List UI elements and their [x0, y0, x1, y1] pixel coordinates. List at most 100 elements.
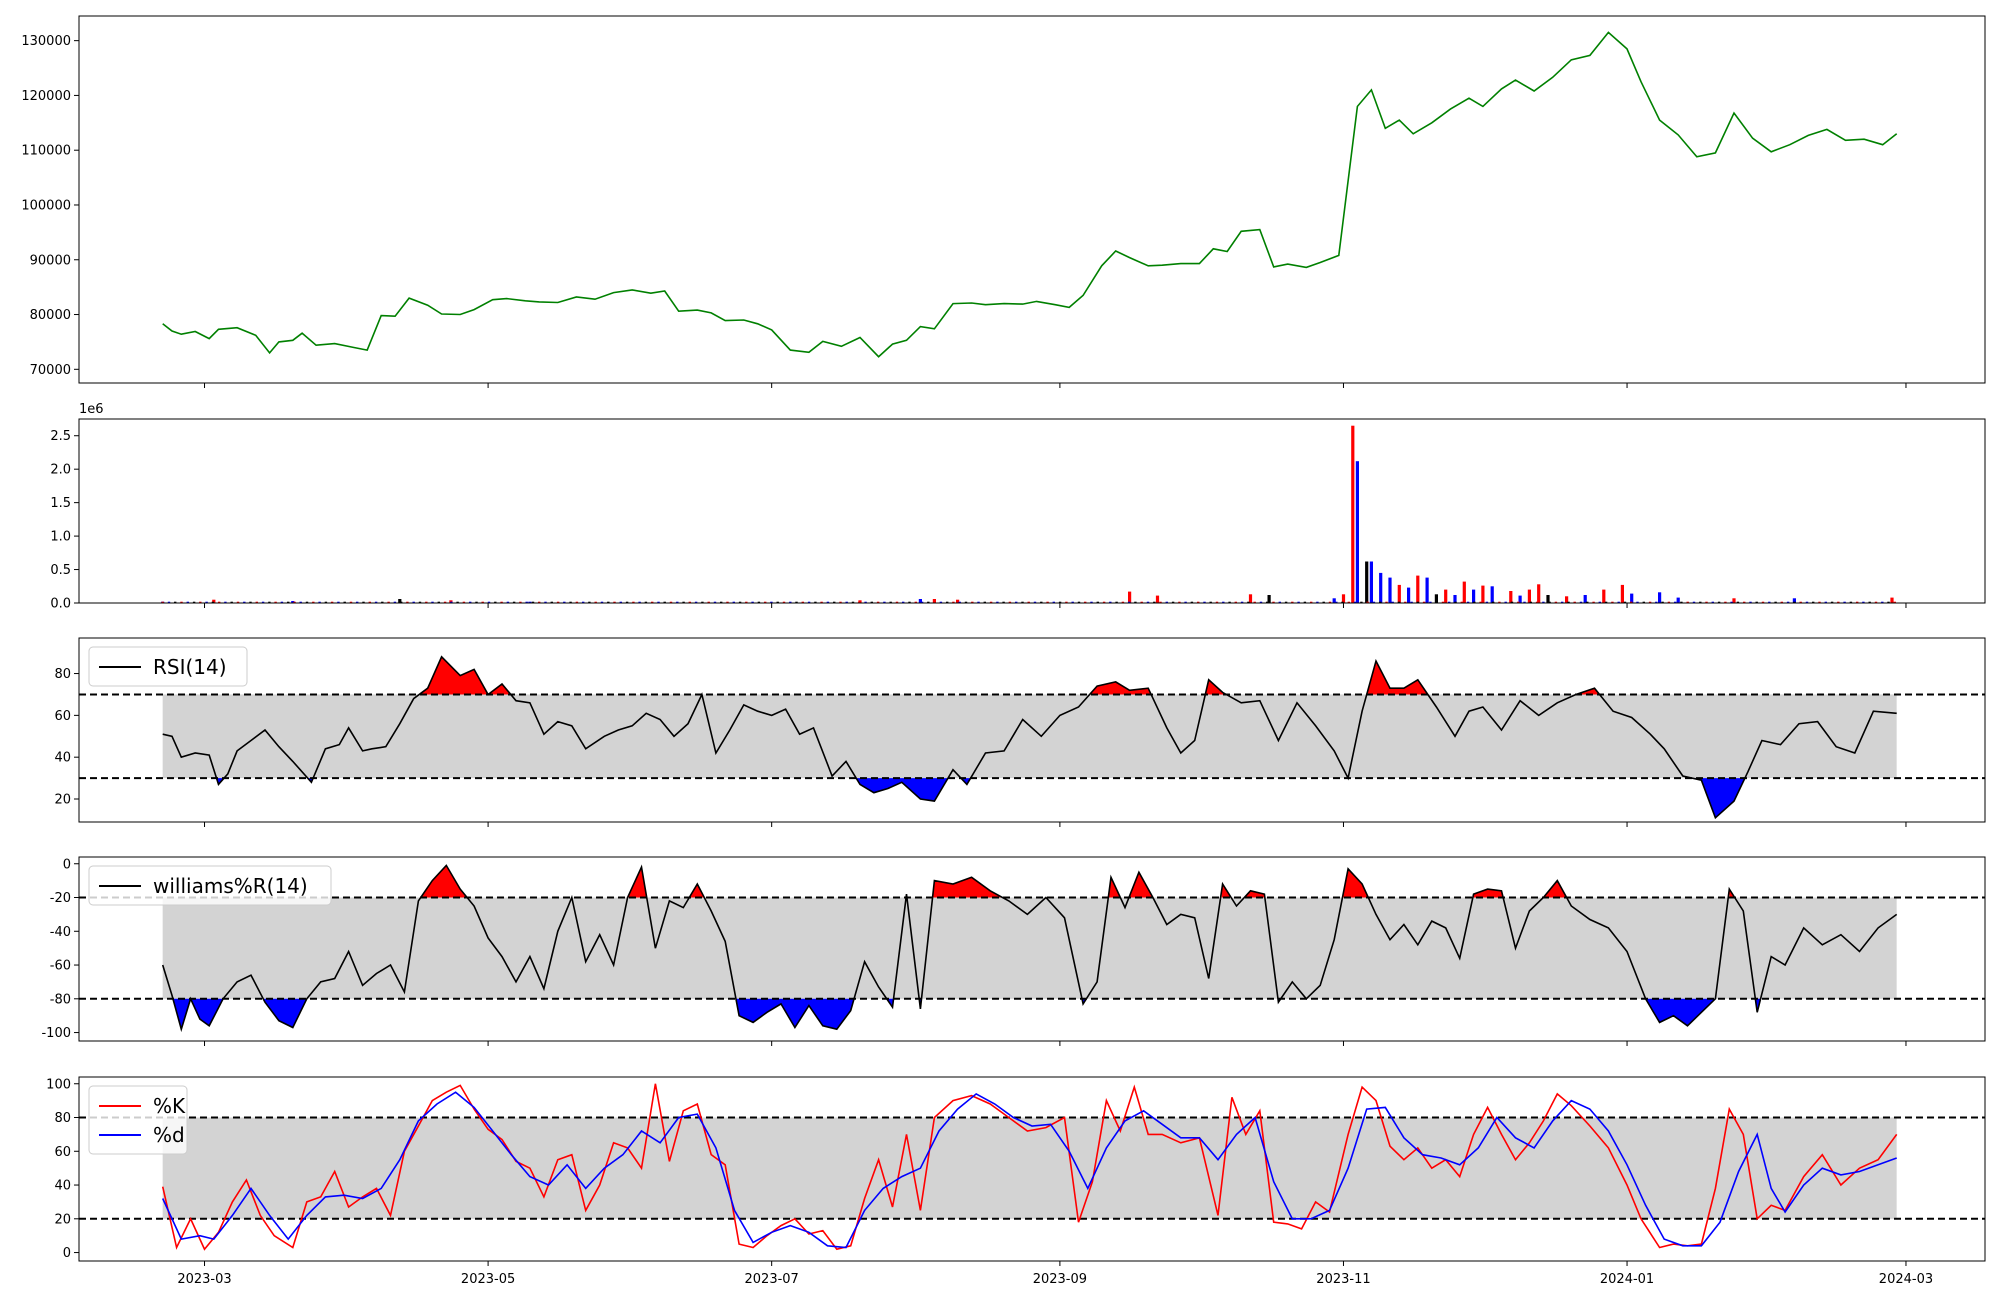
overbought-fill	[420, 657, 512, 695]
volume-bar	[1705, 601, 1708, 603]
y-tick-label: 120000	[21, 89, 71, 104]
price-line	[162, 31, 1898, 358]
volume-bar	[1404, 601, 1407, 603]
volume-bar	[1090, 601, 1093, 603]
volume-bar	[1266, 601, 1269, 603]
y-tick-label: 80	[54, 1111, 71, 1126]
y-tick-label: 100000	[21, 198, 71, 213]
volume-bar	[918, 599, 922, 603]
volume-bar	[1736, 601, 1740, 603]
volume-bar	[1535, 601, 1539, 603]
legend-label: %K	[153, 1094, 186, 1118]
volume-bar	[1527, 589, 1531, 603]
volume-bar	[889, 601, 892, 603]
volume-bar	[1623, 601, 1627, 603]
y-tick-label: -100	[41, 1026, 71, 1041]
volume-bar	[1849, 601, 1853, 603]
volume-bar	[1178, 601, 1181, 603]
volume-bar	[1454, 601, 1457, 603]
volume-bar	[506, 601, 510, 603]
volume-bar	[1341, 594, 1346, 603]
volume-bar	[425, 601, 428, 603]
legend-label: %d	[153, 1123, 185, 1147]
volume-bar	[1661, 601, 1664, 603]
volume-bar	[1291, 601, 1294, 603]
volume-bar	[1190, 601, 1194, 603]
volume-bar	[989, 601, 993, 603]
volume-bar	[1002, 601, 1005, 603]
volume-bar	[528, 601, 532, 603]
volume-bar	[1485, 601, 1489, 603]
volume-bar	[939, 601, 943, 603]
volume-bar	[1648, 601, 1652, 603]
volume-bar	[1818, 601, 1821, 603]
volume-bar	[1121, 601, 1125, 603]
volume-bar	[519, 601, 522, 603]
volume-bar	[1598, 601, 1601, 603]
volume-bar	[211, 601, 215, 603]
volume-bar	[1743, 601, 1746, 603]
volume-bar	[1253, 601, 1256, 603]
indicator-line	[161, 864, 1898, 1033]
volume-bar	[1711, 601, 1714, 603]
volume-bar	[1209, 601, 1212, 603]
volume-bar	[487, 601, 491, 603]
volume-bar	[1215, 601, 1219, 603]
volume-bar	[274, 601, 277, 603]
volume-bar	[745, 601, 748, 603]
volume-bar	[1893, 601, 1896, 603]
y-tick-label: 110000	[21, 144, 71, 159]
volume-bar	[964, 601, 968, 603]
volume-bar	[1658, 592, 1662, 603]
volume-bar	[330, 601, 334, 603]
volume-bar	[607, 601, 610, 603]
oversold-fill	[1646, 998, 1716, 1026]
volume-bar	[398, 599, 402, 603]
volume-bar	[1388, 577, 1392, 603]
volume-bar	[657, 601, 660, 603]
volume-bar	[1303, 601, 1307, 603]
volume-bar	[682, 601, 685, 603]
volume-bar	[701, 601, 704, 603]
volume-bar	[1228, 601, 1231, 603]
volume-bar	[481, 601, 484, 603]
volume-bar	[349, 601, 353, 603]
y-tick-label: 0.0	[50, 597, 71, 612]
volume-bar	[1462, 581, 1466, 603]
volume-bar	[1128, 591, 1132, 603]
volume-bar	[1084, 601, 1087, 603]
volume-bar	[996, 601, 999, 603]
volume-bar	[437, 601, 440, 603]
volume-bar	[820, 601, 823, 603]
x-tick-label: 2023-05	[461, 1272, 515, 1287]
volume-bar	[1830, 601, 1834, 603]
volume-bar	[1546, 595, 1550, 603]
volume-bar	[582, 601, 585, 603]
volume-bar	[1372, 601, 1376, 603]
volume-bar	[174, 601, 177, 603]
volume-bar	[569, 601, 572, 603]
volume-bar	[757, 601, 761, 603]
volume-bar	[1686, 601, 1689, 603]
price-panel: 70000 80000 90000 100000 110000 120000 130000	[21, 15, 1986, 388]
volume-bar	[450, 601, 453, 603]
volume-bar	[1529, 601, 1532, 603]
volume-bar	[224, 601, 227, 603]
volume-bar	[1780, 601, 1783, 603]
overbought-fill	[1343, 869, 1369, 898]
y-tick-label: 80000	[30, 308, 71, 323]
y-tick-label: 100	[46, 1077, 71, 1092]
overbought-fill	[690, 884, 706, 898]
x-tick-label: 2023-03	[177, 1272, 231, 1287]
volume-bar	[462, 601, 466, 603]
volume-bar	[406, 601, 409, 603]
volume-bar	[1692, 601, 1696, 603]
volume-bar	[312, 601, 315, 603]
volume-bar	[932, 599, 936, 603]
volume-bar	[418, 601, 422, 603]
volume-bar	[764, 601, 767, 603]
volume-bar	[638, 601, 641, 603]
volume-bar	[1347, 601, 1350, 603]
volume-bar	[393, 601, 397, 603]
axes-frame	[78, 418, 1986, 604]
